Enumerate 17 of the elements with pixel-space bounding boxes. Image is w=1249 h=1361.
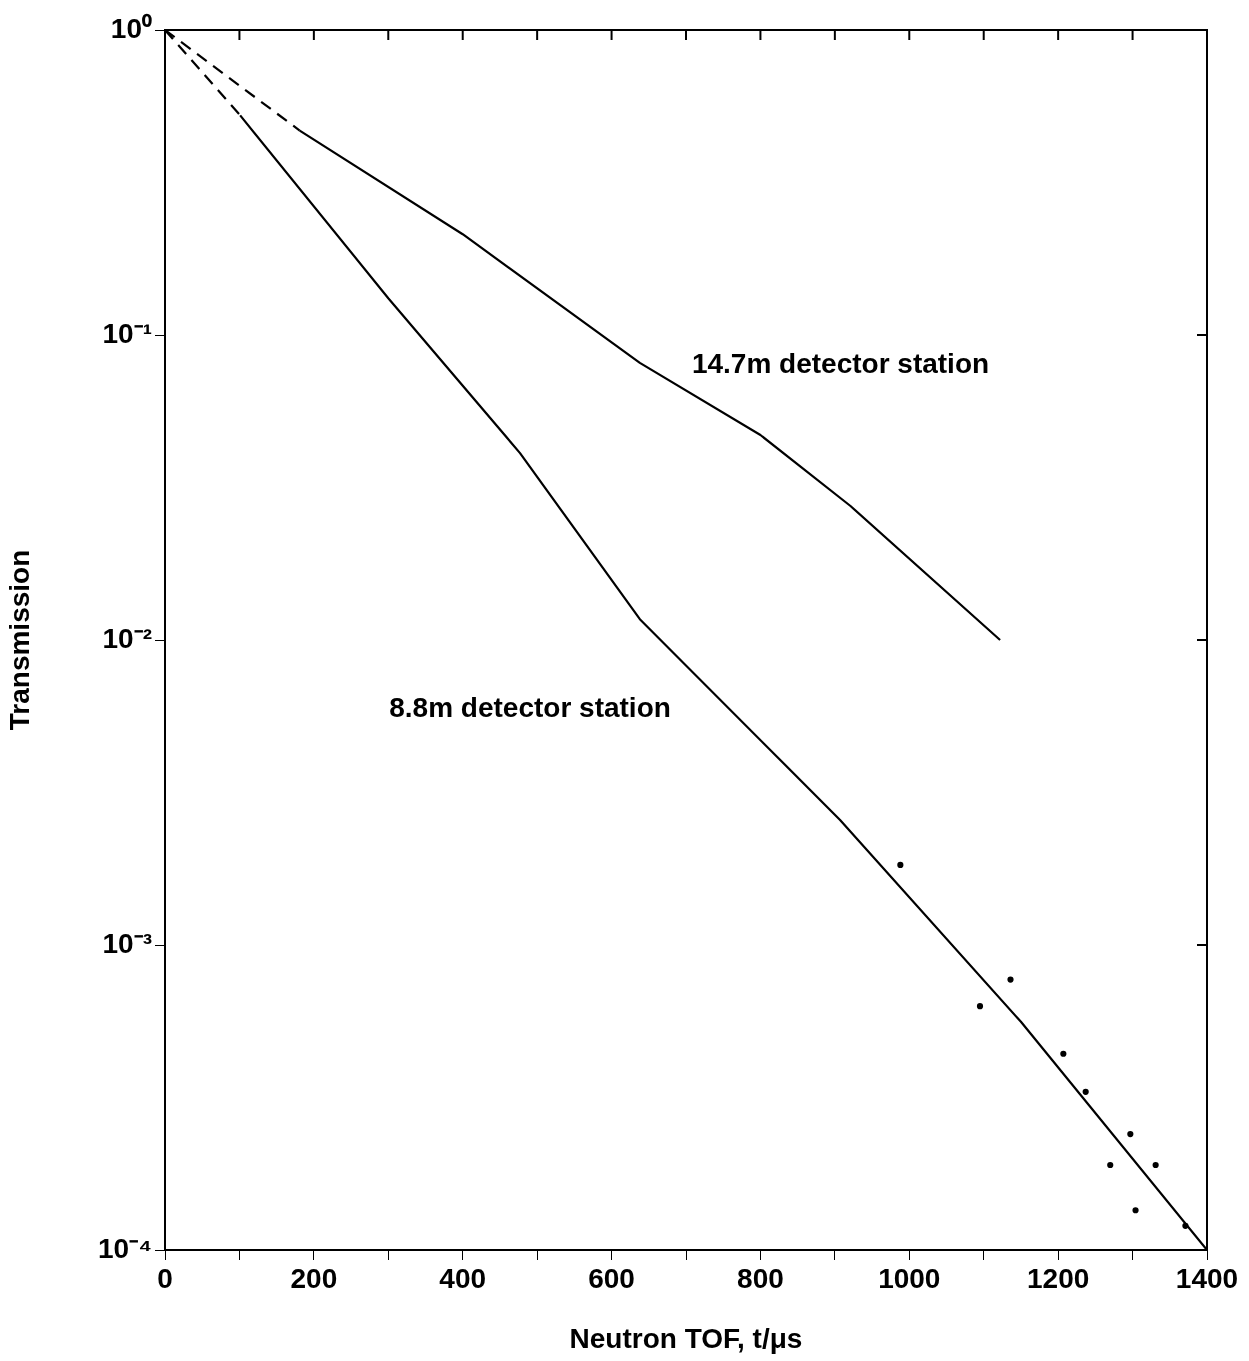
x-tick-label: 1000: [878, 1262, 941, 1294]
x-axis-title: Neutron TOF, t/μs: [569, 1322, 803, 1354]
x-tick-label: 0: [157, 1262, 173, 1294]
x-tick-label: 800: [737, 1262, 784, 1294]
x-tick-label: 1200: [1026, 1262, 1090, 1294]
y-tick-label: 10⁻⁴: [98, 1232, 152, 1264]
series-label: 14.7m detector station: [691, 347, 990, 379]
y-tick-label: 10⁻³: [102, 927, 152, 959]
x-tick-label: 600: [588, 1262, 635, 1294]
series-label: 8.8m detector station: [389, 691, 671, 723]
x-tick-label: 400: [439, 1262, 487, 1294]
x-tick-label: 200: [290, 1262, 338, 1294]
y-tick-label: 10⁻¹: [102, 317, 152, 349]
y-tick-label: 10⁰: [110, 12, 152, 44]
y-tick-label: 10⁻²: [102, 622, 152, 654]
x-tick-label: 1400: [1175, 1262, 1239, 1294]
y-axis-title: Transmission: [3, 549, 35, 731]
